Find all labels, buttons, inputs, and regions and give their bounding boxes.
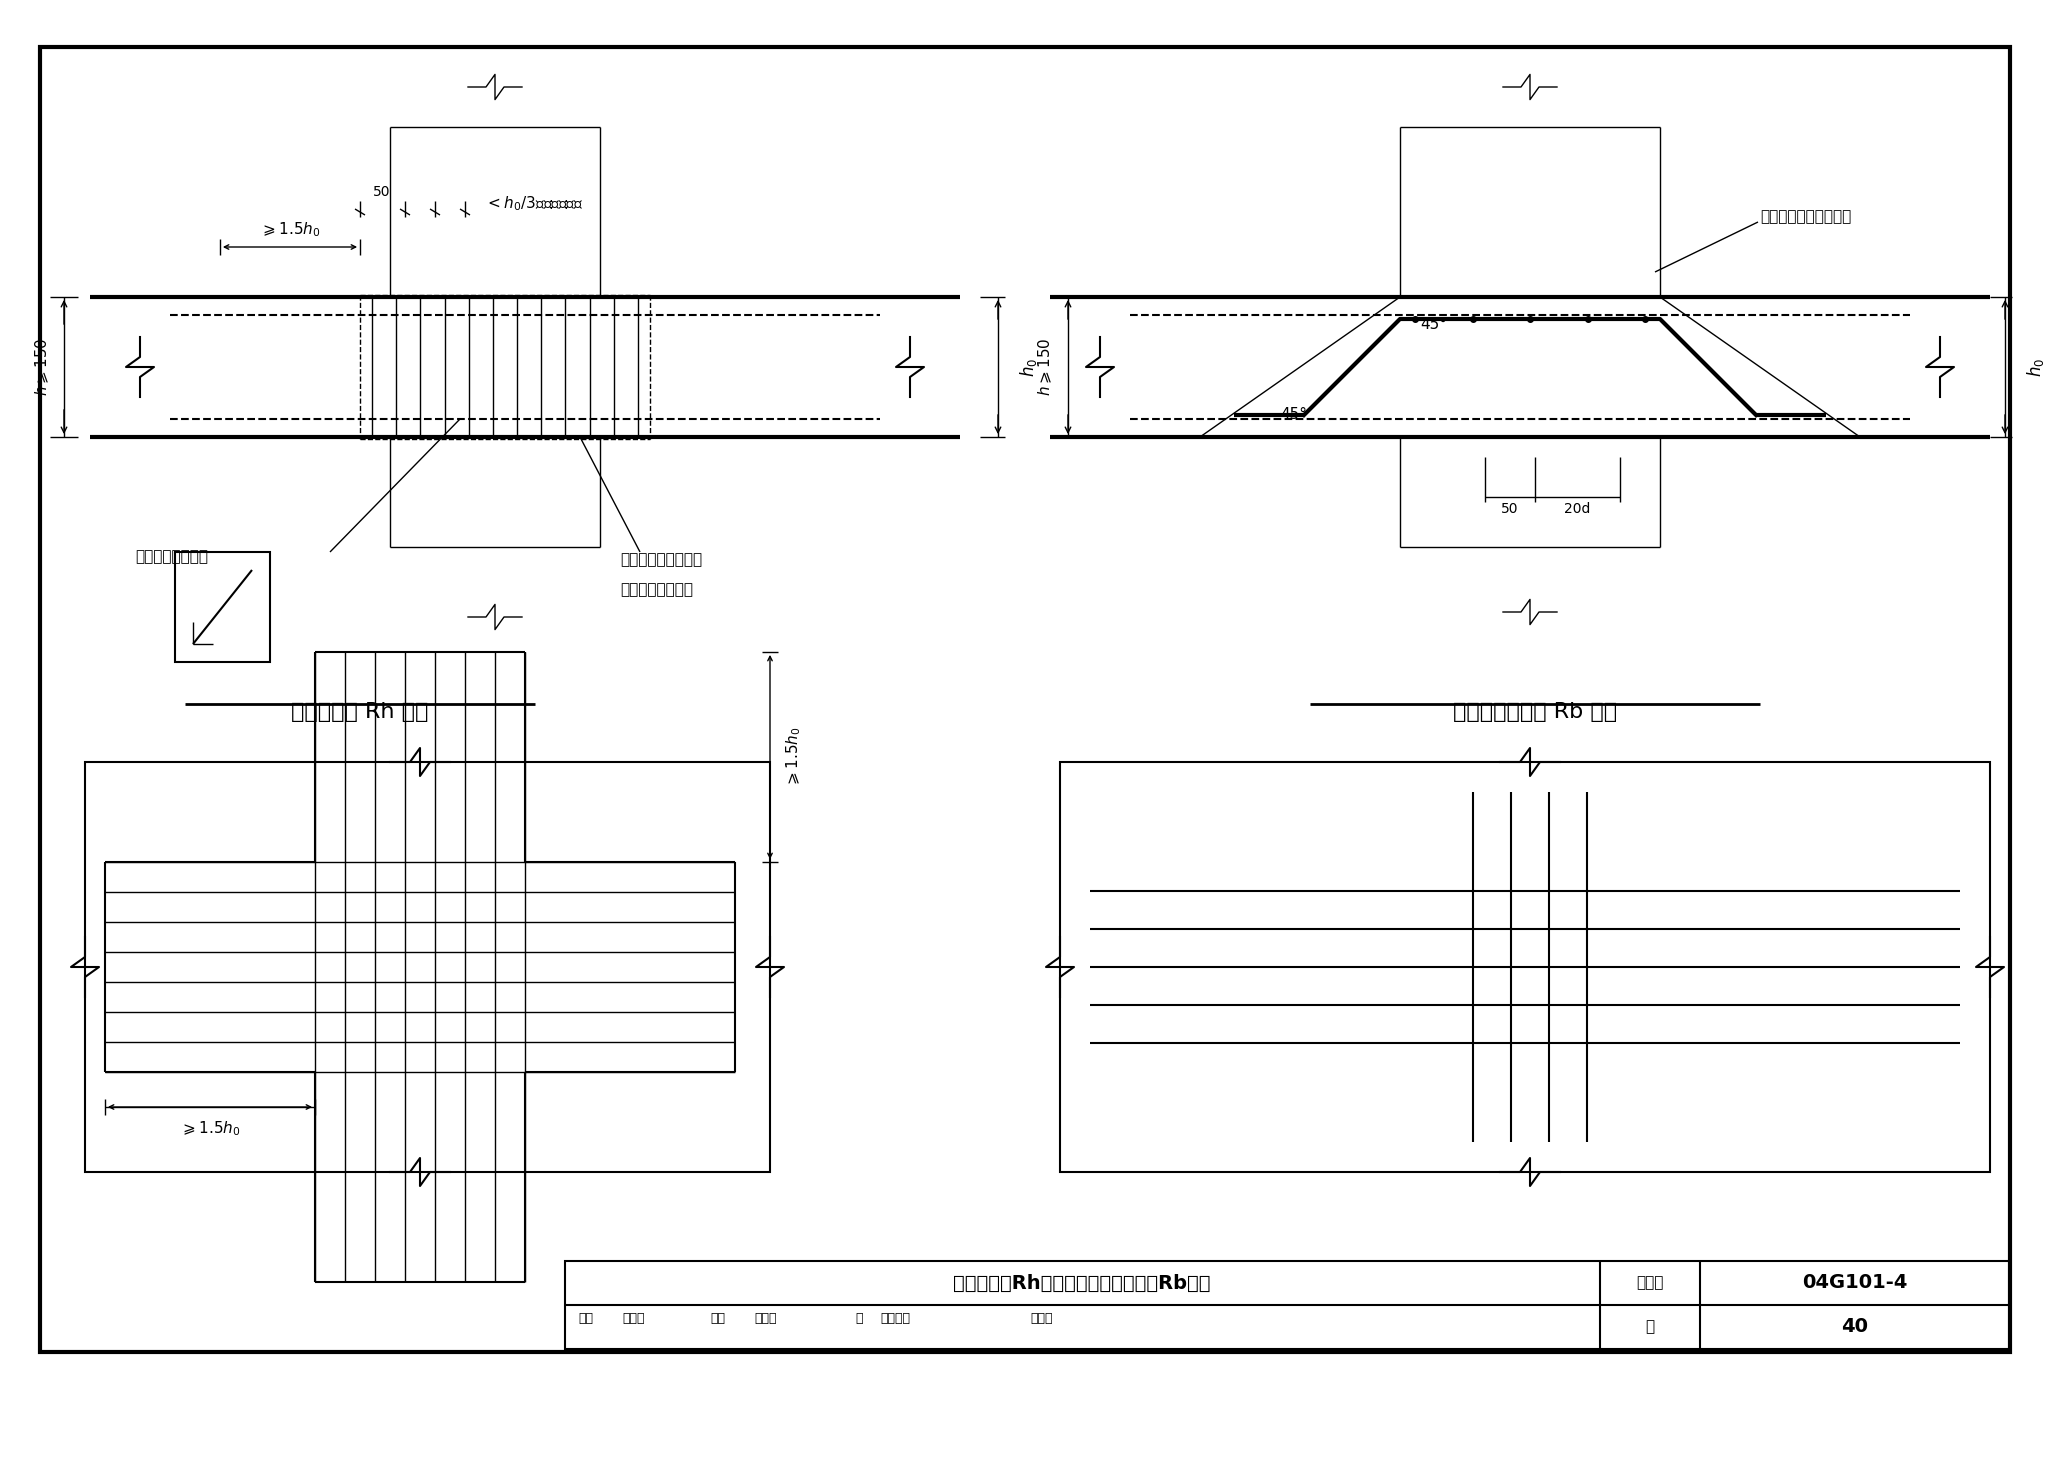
Bar xyxy=(41,47,2009,1352)
Text: 50: 50 xyxy=(1501,503,1520,516)
Text: $h\geqslant150$: $h\geqslant150$ xyxy=(33,338,51,396)
Text: 柱上板带中的配筋: 柱上板带中的配筋 xyxy=(135,549,209,564)
Text: 50: 50 xyxy=(373,185,391,200)
Text: $<h_0/3$（箍筋间距）: $<h_0/3$（箍筋间距） xyxy=(485,195,584,213)
Text: 40: 40 xyxy=(1841,1317,1868,1336)
Text: $h_0$: $h_0$ xyxy=(1018,357,1038,376)
Text: 抗冲切弯起钢筋 Rb 构造: 抗冲切弯起钢筋 Rb 构造 xyxy=(1452,702,1618,723)
Text: 或需增设的架立筋: 或需增设的架立筋 xyxy=(621,581,692,597)
Text: 04G101-4: 04G101-4 xyxy=(1802,1273,1907,1292)
Text: 其祥设计: 其祥设计 xyxy=(881,1313,909,1326)
Text: $\geqslant1.5h_0$: $\geqslant1.5h_0$ xyxy=(180,1119,240,1138)
Bar xyxy=(1061,762,1991,1171)
Text: $\geqslant1.5h_0$: $\geqslant1.5h_0$ xyxy=(260,220,319,239)
Text: 审核: 审核 xyxy=(578,1313,594,1326)
Text: 图集号: 图集号 xyxy=(1636,1275,1663,1291)
Text: 45°: 45° xyxy=(1280,407,1307,423)
Bar xyxy=(565,1260,2009,1349)
Bar xyxy=(174,552,270,661)
Text: 抗冲切箍筋 Rh 构造: 抗冲切箍筋 Rh 构造 xyxy=(291,702,428,723)
Text: $h\geqslant150$: $h\geqslant150$ xyxy=(1036,338,1055,396)
Text: 刘其祥: 刘其祥 xyxy=(754,1313,776,1326)
Text: $\geqslant1.5h_0$: $\geqslant1.5h_0$ xyxy=(784,727,803,787)
Text: 陈青来: 陈青来 xyxy=(1030,1313,1053,1326)
Bar xyxy=(86,762,770,1171)
Text: 冲切破坏锥体的斜截面: 冲切破坏锥体的斜截面 xyxy=(1759,210,1851,224)
Text: $h_0$: $h_0$ xyxy=(2025,357,2046,376)
Text: 45°: 45° xyxy=(1419,318,1448,332)
Text: 陈劲磊: 陈劲磊 xyxy=(623,1313,645,1326)
Text: 抗冲切箍筋Rh构造，抗冲切弯起钢筋Rb构造: 抗冲切箍筋Rh构造，抗冲切弯起钢筋Rb构造 xyxy=(952,1273,1210,1292)
Text: 页: 页 xyxy=(1645,1320,1655,1335)
Text: 校对: 校对 xyxy=(711,1313,725,1326)
Text: 20d: 20d xyxy=(1565,503,1591,516)
Text: 制: 制 xyxy=(854,1313,862,1326)
Text: 柱上板带中的配筋及: 柱上板带中的配筋及 xyxy=(621,552,702,567)
